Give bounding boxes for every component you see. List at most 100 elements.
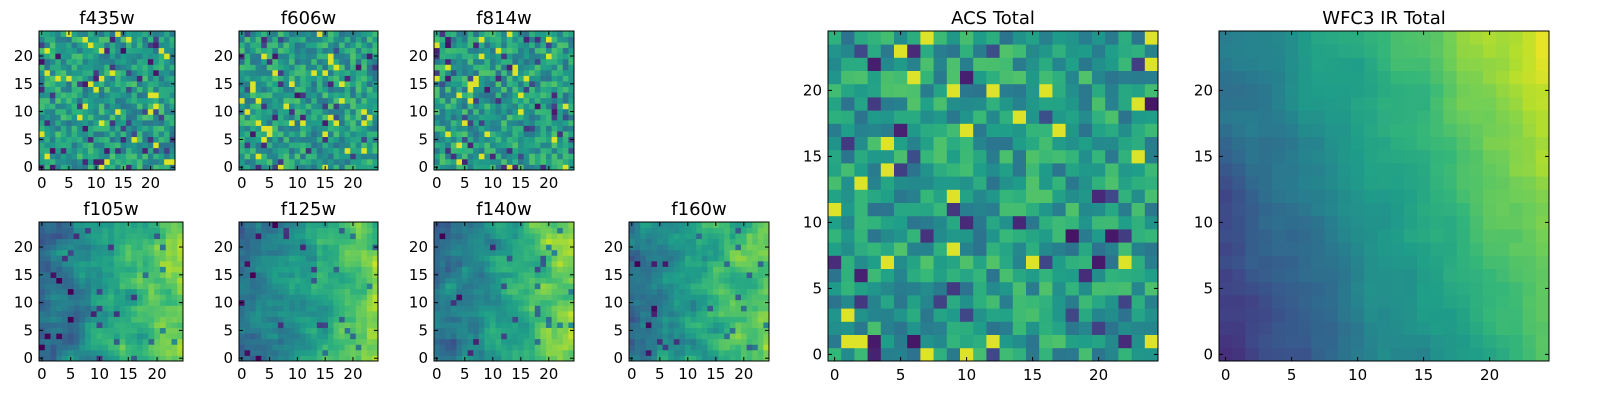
heatmap-cell xyxy=(147,86,154,93)
heatmap-cell xyxy=(85,316,92,323)
heatmap-cell xyxy=(272,249,279,256)
heatmap-cell xyxy=(1105,321,1119,335)
heatmap-cell xyxy=(55,125,62,132)
heatmap-cell xyxy=(718,322,725,329)
heatmap-cell xyxy=(746,327,753,334)
heatmap-cell xyxy=(50,294,57,301)
heatmap-cell xyxy=(104,69,111,76)
heatmap-cell xyxy=(44,119,51,126)
heatmap-cell xyxy=(305,97,312,104)
heatmap-cell xyxy=(261,316,268,323)
heatmap-cell xyxy=(82,108,89,115)
heatmap-cell xyxy=(85,344,92,351)
heatmap-cell xyxy=(735,299,742,306)
heatmap-cell xyxy=(142,222,149,228)
heatmap-cell xyxy=(495,136,502,143)
heatmap-cell xyxy=(741,260,747,267)
heatmap-cell xyxy=(1012,229,1027,243)
heatmap-cell xyxy=(946,268,961,283)
x-tick-label: 5 xyxy=(460,365,470,383)
heatmap-cell xyxy=(828,202,842,217)
heatmap-cell xyxy=(562,255,569,262)
heatmap-cell xyxy=(294,316,301,323)
heatmap-cell xyxy=(355,333,362,340)
heatmap-cell xyxy=(305,114,312,121)
heatmap-cell xyxy=(713,238,719,245)
heatmap-cell xyxy=(250,36,257,43)
heatmap-cell xyxy=(119,327,126,334)
heatmap-cell xyxy=(501,344,508,351)
heatmap-cell xyxy=(540,164,547,171)
y-tick-label: 15 xyxy=(604,266,623,284)
heatmap-cell xyxy=(44,114,51,121)
heatmap-cell xyxy=(685,244,691,251)
heatmap-cell xyxy=(102,344,109,351)
heatmap-cell xyxy=(361,310,368,317)
heatmap-cell xyxy=(523,255,530,262)
heatmap-cell xyxy=(746,333,753,340)
heatmap-cell xyxy=(546,277,552,284)
heatmap-cell xyxy=(973,149,987,164)
heatmap-cell xyxy=(512,131,519,138)
heatmap-cell xyxy=(333,272,340,278)
heatmap-cell xyxy=(148,244,155,251)
heatmap-cell xyxy=(735,322,742,329)
heatmap-cell xyxy=(49,125,56,132)
heatmap-cell xyxy=(495,92,502,99)
heatmap-cell xyxy=(634,260,641,267)
heatmap-cell xyxy=(673,260,680,267)
heatmap-cell xyxy=(1144,202,1159,217)
heatmap-cell xyxy=(322,69,329,76)
heatmap-cell xyxy=(534,131,541,138)
heatmap-cell xyxy=(171,255,178,262)
heatmap-cell xyxy=(350,58,357,65)
heatmap-cell xyxy=(159,355,167,362)
heatmap-cell xyxy=(316,288,323,295)
heatmap-cell xyxy=(300,47,307,54)
heatmap-cell xyxy=(557,249,564,256)
heatmap-cell xyxy=(164,92,170,99)
heatmap-cell xyxy=(490,283,496,290)
heatmap-cell xyxy=(44,69,51,76)
heatmap-cell xyxy=(551,249,558,256)
heatmap-cell xyxy=(113,327,121,334)
heatmap-cell xyxy=(854,281,868,296)
heatmap-cell xyxy=(126,75,132,82)
heatmap-cell xyxy=(651,338,658,345)
heatmap-cell xyxy=(255,294,262,301)
heatmap-cell xyxy=(662,255,669,262)
heatmap-cell xyxy=(366,338,373,345)
heatmap-cell xyxy=(506,255,513,262)
heatmap-cell xyxy=(125,283,132,290)
heatmap-cell xyxy=(450,125,457,132)
heatmap-cell xyxy=(445,131,452,138)
heatmap-cell xyxy=(154,238,161,245)
heatmap-cell xyxy=(546,294,552,301)
heatmap-cell xyxy=(305,108,312,115)
heatmap-cell xyxy=(44,327,51,334)
heatmap-cell xyxy=(495,142,502,149)
heatmap-cell xyxy=(372,294,379,301)
heatmap-cell xyxy=(551,125,558,132)
heatmap-cell xyxy=(311,355,318,362)
y-tick-label: 5 xyxy=(223,130,233,148)
heatmap-cell xyxy=(136,97,143,104)
heatmap-cell xyxy=(289,119,295,126)
heatmap-cell xyxy=(434,249,440,256)
heatmap-cell xyxy=(62,333,69,340)
heatmap-cell xyxy=(250,58,257,65)
heatmap-cell xyxy=(867,347,882,362)
heatmap-cell xyxy=(344,92,351,99)
heatmap-cell xyxy=(439,316,446,323)
heatmap-cell xyxy=(283,355,290,362)
heatmap-cell xyxy=(67,305,74,312)
heatmap-cell xyxy=(311,158,318,165)
heatmap-cell xyxy=(1131,268,1146,283)
heatmap-cell xyxy=(39,294,46,301)
heatmap-cell xyxy=(529,288,536,295)
heatmap-cell xyxy=(62,255,69,262)
heatmap-cell xyxy=(350,299,357,306)
heatmap-cell xyxy=(534,310,541,317)
heatmap-cell xyxy=(327,344,334,351)
heatmap-cell xyxy=(261,142,268,149)
